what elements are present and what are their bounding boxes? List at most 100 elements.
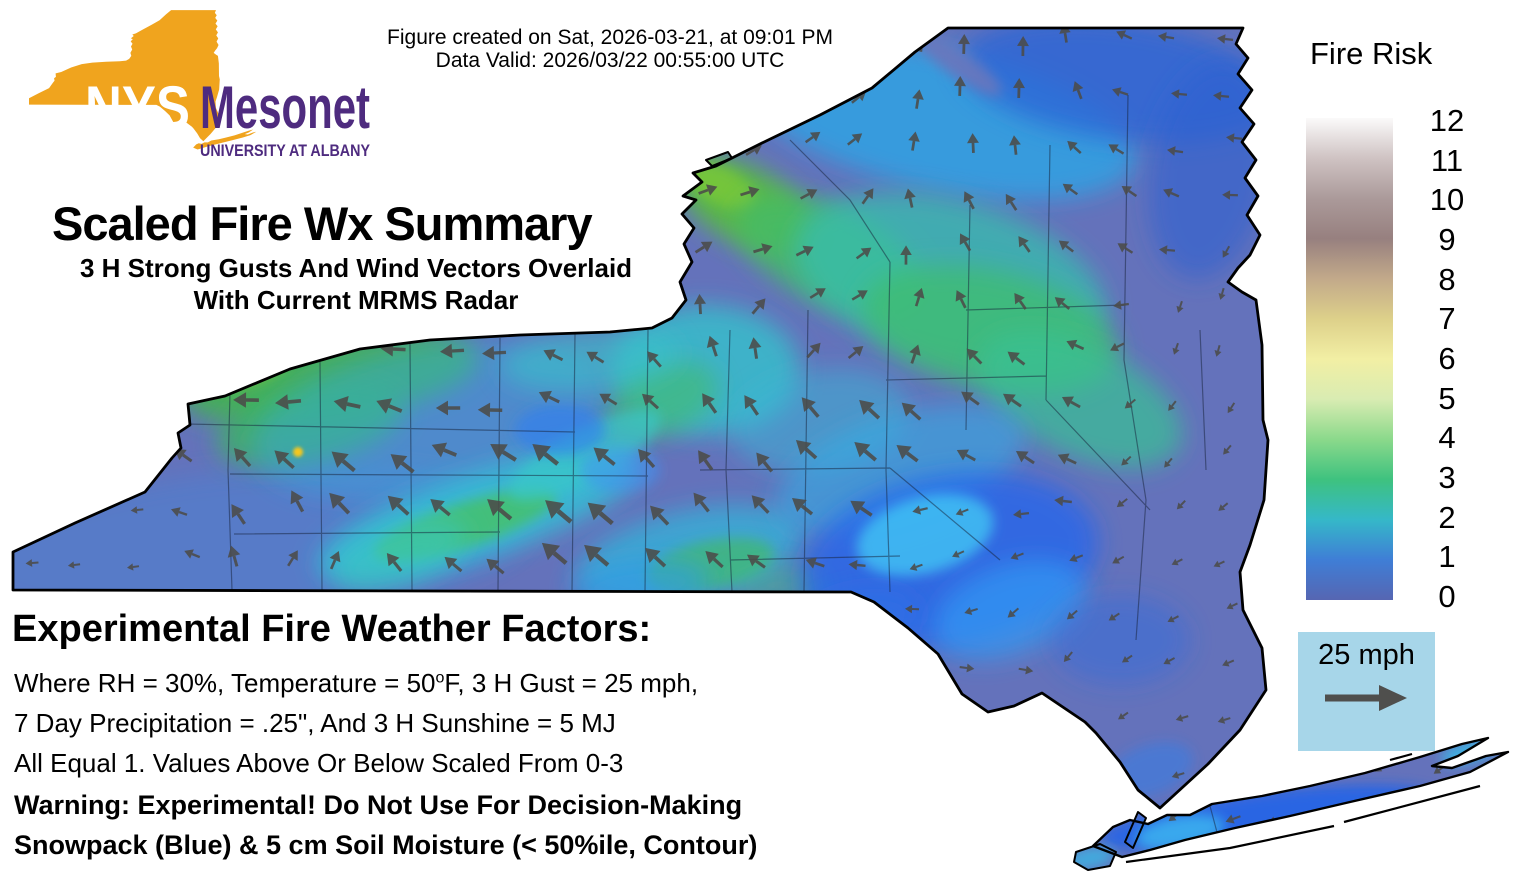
wind-arrow	[482, 345, 507, 361]
wind-arrow	[592, 78, 604, 97]
wind-arrow	[908, 131, 920, 151]
colorbar-tick: 1	[1438, 539, 1456, 575]
radar-blob	[508, 408, 662, 502]
wind-arrow	[435, 400, 461, 416]
wind-arrow	[387, 495, 410, 516]
wind-arrow	[1163, 188, 1180, 198]
wind-arrow	[1067, 140, 1082, 155]
wind-arrow	[756, 655, 774, 665]
wind-arrow	[15, 444, 31, 454]
wind-arrow	[850, 500, 873, 517]
wind-arrow	[1483, 653, 1496, 662]
wind-arrow	[1116, 498, 1128, 508]
wind-arrow	[1017, 36, 1029, 56]
wind-arrow	[913, 287, 925, 307]
wind-arrow	[958, 34, 970, 54]
wind-arrow	[74, 446, 90, 456]
wind-arrow	[1327, 818, 1341, 827]
wind-arrow	[854, 716, 870, 726]
colorbar-tick: 0	[1438, 578, 1456, 614]
wind-arrow	[118, 405, 138, 417]
wind-arrow	[690, 85, 707, 98]
wind-arrow	[545, 500, 573, 524]
wind-arrow	[1110, 342, 1125, 352]
wind-arrow	[1014, 707, 1030, 717]
wind-arrow	[13, 244, 33, 258]
wind-arrow	[71, 504, 85, 512]
wind-arrow	[1159, 245, 1176, 255]
colorbar-tick: 9	[1438, 221, 1456, 257]
radar-blob	[515, 405, 605, 455]
wind-arrow	[1264, 192, 1280, 202]
wind-arrow	[854, 442, 877, 462]
figure-created-line: Figure created on Sat, 2026-03-21, at 09…	[387, 26, 833, 49]
wind-arrow	[809, 288, 826, 299]
wind-arrow	[1171, 89, 1188, 99]
wind-arrow	[693, 709, 712, 721]
wind-arrow	[904, 604, 920, 614]
wind-arrow	[1281, 247, 1289, 260]
state-outline	[11, 26, 1510, 871]
wind-arrow	[1332, 761, 1345, 770]
wind-arrow	[15, 187, 37, 201]
wind-arrow	[1213, 560, 1225, 568]
wind-arrow	[1277, 289, 1285, 302]
wind-arrow	[1327, 606, 1340, 614]
wind-arrow	[896, 445, 919, 463]
wind-arrow	[1487, 611, 1500, 620]
wind-arrow	[600, 190, 614, 212]
wind-arrow	[858, 659, 874, 669]
wind-arrow	[1108, 144, 1125, 155]
wind-arrow	[847, 133, 863, 146]
wind-arrow	[337, 648, 351, 670]
wind-arrow	[18, 401, 36, 413]
wind-arrow	[744, 395, 760, 416]
wind-arrow	[912, 505, 928, 515]
wind-arrow	[127, 563, 140, 571]
wind-arrow	[1223, 444, 1232, 455]
wind-arrow	[1054, 495, 1072, 507]
wind-arrow	[811, 754, 821, 769]
wind-arrow	[1057, 453, 1077, 465]
wind-arrow	[1013, 78, 1025, 99]
wind-arrow	[1121, 185, 1138, 198]
wind-arrow	[908, 760, 925, 770]
wind-arrow	[1477, 29, 1495, 39]
wind-arrow	[1276, 718, 1290, 726]
fire-risk-colorbar	[1306, 118, 1393, 600]
colorbar-tick: 11	[1430, 142, 1464, 178]
wind-arrow	[1058, 240, 1074, 253]
wind-arrow	[1009, 135, 1021, 155]
wind-arrow	[693, 492, 710, 513]
wind-arrow	[77, 403, 96, 415]
wind-arrow	[184, 549, 201, 559]
wind-arrow	[593, 447, 616, 466]
wind-arrow	[954, 76, 966, 97]
wind-arrow	[648, 82, 665, 97]
wind-arrow	[1175, 714, 1189, 722]
wind-arrow	[25, 559, 39, 567]
wind-legend-label: 25 mph	[1318, 639, 1415, 671]
wind-arrow	[799, 657, 815, 667]
wind-arrow	[644, 139, 661, 154]
wind-arrow	[1176, 499, 1186, 510]
wind-arrow	[1474, 86, 1490, 96]
wind-arrow	[964, 607, 978, 615]
radar-blob	[500, 329, 680, 391]
wind-arrow	[963, 191, 975, 210]
wind-arrow	[749, 87, 766, 100]
wind-arrow	[740, 186, 760, 198]
wind-arrow	[912, 89, 924, 109]
wind-arrow	[1479, 710, 1491, 719]
wind-arrow	[275, 394, 302, 410]
wind-arrow	[756, 452, 774, 473]
wind-arrow	[1163, 657, 1176, 665]
wind-arrow	[430, 499, 451, 517]
wind-arrow	[641, 393, 660, 410]
wind-arrow	[1066, 609, 1078, 620]
wind-arrow	[532, 444, 560, 466]
wind-arrow	[376, 398, 403, 414]
wind-arrow	[1171, 771, 1185, 779]
wind-arrow	[543, 349, 564, 362]
wind-arrow	[1116, 30, 1133, 40]
